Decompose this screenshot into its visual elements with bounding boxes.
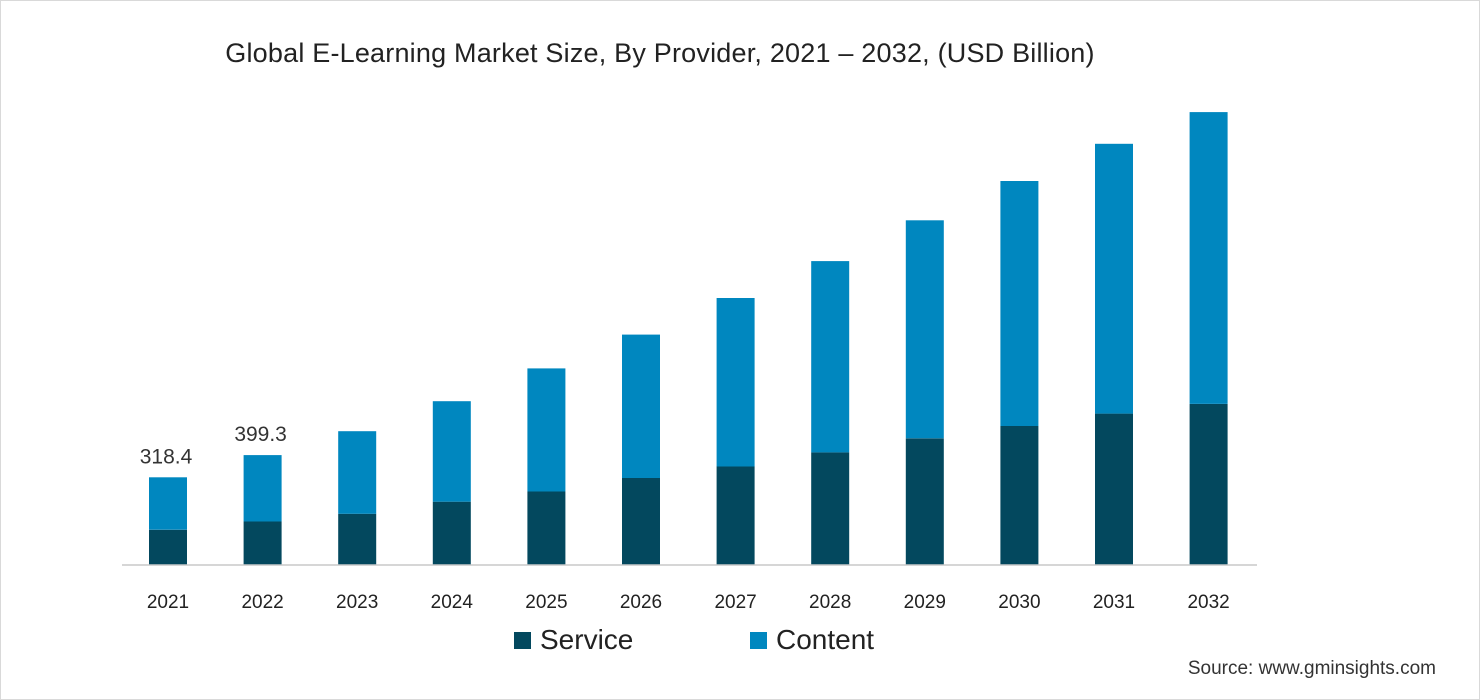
bar-service-2027 — [716, 466, 755, 565]
bar-service-2021 — [149, 529, 187, 565]
legend-label-content: Content — [776, 624, 875, 655]
chart-title: Global E-Learning Market Size, By Provid… — [225, 38, 1095, 68]
bar-content-2025 — [527, 368, 566, 492]
x-tick-label-2023: 2023 — [336, 592, 378, 613]
bar-content-2021 — [149, 477, 187, 530]
x-tick-label-2030: 2030 — [998, 592, 1040, 613]
data-label-2021: 318.4 — [140, 445, 193, 468]
bar-service-2031 — [1095, 413, 1133, 565]
x-tick-label-2028: 2028 — [809, 592, 851, 613]
legend-swatch-service — [514, 631, 531, 649]
legend-item-content: Content — [750, 624, 874, 656]
bar-service-2032 — [1189, 404, 1228, 565]
x-tick-label-2027: 2027 — [714, 592, 756, 613]
x-tick-label-2025: 2025 — [525, 592, 567, 613]
data-labels: 318.4 399.3 — [140, 423, 287, 468]
bar-service-2024 — [432, 501, 471, 565]
bar-service-2026 — [622, 478, 660, 565]
legend-item-service: Service — [514, 624, 633, 656]
bar-content-2024 — [432, 401, 471, 502]
bar-service-2029 — [905, 438, 944, 565]
bar-service-2023 — [338, 513, 377, 565]
bars-group — [149, 112, 1228, 565]
x-tick-label-2022: 2022 — [241, 592, 283, 613]
bar-service-2025 — [527, 491, 566, 565]
bar-content-2028 — [811, 261, 850, 453]
legend-label-service: Service — [540, 624, 634, 655]
bar-content-2029 — [905, 220, 944, 439]
bar-content-2022 — [243, 455, 282, 522]
x-tick-label-2021: 2021 — [147, 592, 189, 613]
bar-content-2030 — [1000, 181, 1039, 426]
x-tick-label-2031: 2031 — [1093, 592, 1135, 613]
bar-service-2030 — [1000, 426, 1039, 565]
source-note: Source: www.gminsights.com — [1187, 658, 1436, 679]
x-tick-label-2032: 2032 — [1187, 592, 1229, 613]
data-label-2022: 399.3 — [234, 423, 287, 446]
bar-content-2032 — [1189, 112, 1228, 404]
x-tick-label-2029: 2029 — [904, 592, 946, 613]
x-tick-labels: 2021 2022 2023 2024 2025 2026 2027 2028 2029 2030… — [147, 592, 1230, 613]
bar-content-2031 — [1095, 143, 1133, 414]
bar-content-2027 — [716, 298, 755, 467]
bar-service-2022 — [243, 521, 282, 565]
bar-content-2023 — [338, 431, 377, 514]
bar-content-2026 — [622, 334, 660, 478]
legend-swatch-content — [750, 631, 767, 649]
x-tick-label-2024: 2024 — [431, 592, 474, 613]
x-tick-label-2026: 2026 — [620, 592, 662, 613]
bar-service-2028 — [811, 452, 850, 565]
